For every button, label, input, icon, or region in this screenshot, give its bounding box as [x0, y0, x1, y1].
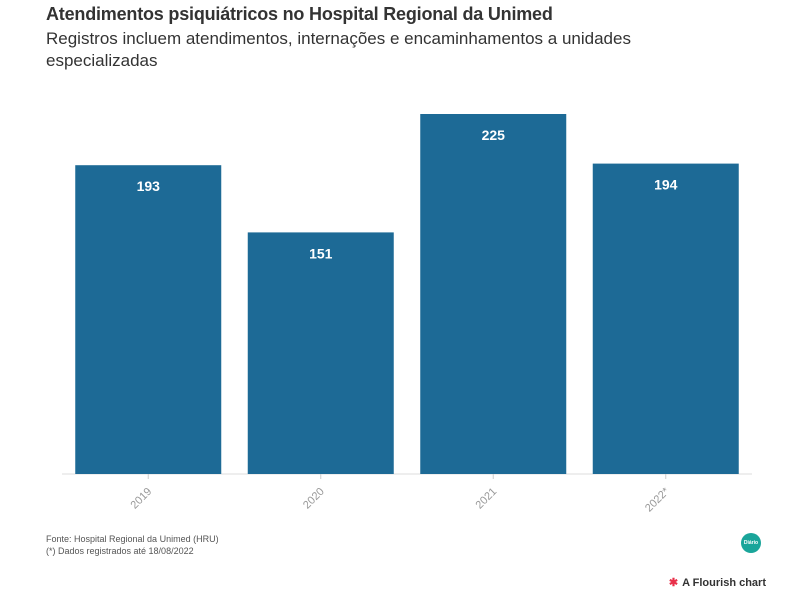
chart-footer: Fonte: Hospital Regional da Unimed (HRU)… [46, 533, 219, 557]
x-tick-label: 2019 [129, 486, 155, 512]
data-label: 194 [654, 177, 678, 193]
x-tick-label: 2021 [474, 486, 500, 512]
x-tick-label: 2020 [301, 486, 327, 512]
chart-title: Atendimentos psiquiátricos no Hospital R… [46, 4, 553, 24]
data-label: 151 [309, 245, 333, 261]
x-tick-label: 2022* [643, 485, 672, 514]
bar[interactable] [247, 232, 394, 474]
bar[interactable] [592, 163, 739, 474]
flourish-credit-label: A Flourish chart [682, 577, 766, 589]
data-label: 225 [482, 127, 506, 143]
source-note: Fonte: Hospital Regional da Unimed (HRU) [46, 534, 219, 544]
bar[interactable] [75, 165, 222, 474]
flourish-star-icon: ✱ [668, 577, 679, 589]
bar[interactable] [420, 114, 567, 474]
publisher-logo-icon[interactable]: Diário [741, 533, 761, 553]
flourish-credit-link[interactable]: ✱ A Flourish chart [669, 576, 766, 589]
data-label: 193 [137, 178, 161, 194]
data-date-note: (*) Dados registrados até 18/08/2022 [46, 546, 194, 556]
chart-subtitle: Registros incluem atendimentos, internaç… [46, 29, 631, 70]
